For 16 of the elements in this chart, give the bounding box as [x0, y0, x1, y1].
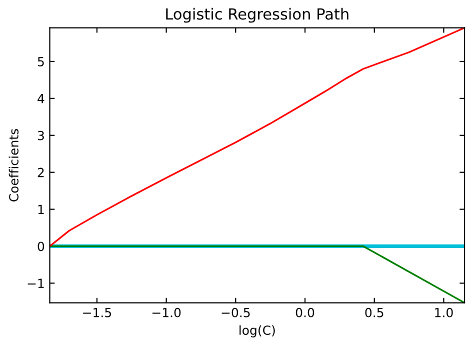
- x-tick-label: 1.0: [435, 308, 453, 318]
- y-axis-title: Coefficients: [8, 129, 19, 202]
- y-tick-label: 5: [38, 57, 44, 66]
- y-tick-label: −1: [28, 278, 44, 288]
- chart-title: Logistic Regression Path: [166, 8, 348, 23]
- x-tick-label: 0.5: [365, 308, 384, 318]
- x-tick-label: −1.5: [83, 308, 112, 318]
- y-tick-label: 3: [38, 130, 44, 140]
- x-tick-label: 0.0: [296, 308, 314, 318]
- x-tick-label: −1.0: [152, 308, 181, 318]
- x-axis-title: log(C): [240, 325, 275, 338]
- y-tick-label: 4: [38, 94, 44, 104]
- y-tick-label: 1: [38, 204, 44, 214]
- y-tick-label: 0: [38, 242, 44, 252]
- x-tick-label: −0.5: [222, 308, 250, 318]
- y-tick-label: 2: [38, 168, 44, 178]
